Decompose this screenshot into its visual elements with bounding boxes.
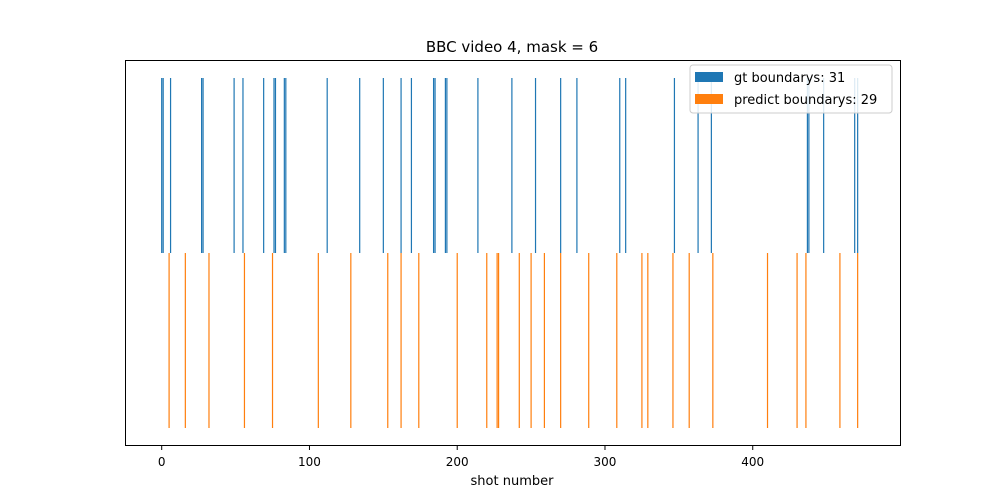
gt-boundary-bar-6 xyxy=(242,78,244,253)
predict-boundary-bar-7 xyxy=(387,253,389,428)
x-axis-label: shot number xyxy=(471,474,555,489)
legend-label-gt: gt boundarys: 31 xyxy=(734,71,845,86)
gt-boundary-bar-30 xyxy=(710,78,712,253)
gt-series-bars xyxy=(161,78,859,253)
predict-boundary-bar-24 xyxy=(712,253,714,428)
gt-boundary-bar-17 xyxy=(432,78,435,253)
x-tick-label-4: 400 xyxy=(741,455,764,469)
gt-boundary-bar-4 xyxy=(202,78,204,253)
gt-boundary-bar-16 xyxy=(410,78,413,253)
predict-boundary-bar-28 xyxy=(839,253,841,428)
predict-boundary-bar-6 xyxy=(350,253,352,428)
legend-label-predict: predict boundarys: 29 xyxy=(734,93,877,108)
x-axis-ticks: 0 100 200 300 400 xyxy=(158,445,764,469)
predict-boundary-bar-1 xyxy=(184,253,186,428)
predict-boundary-bar-0 xyxy=(168,253,170,428)
gt-boundary-bar-35 xyxy=(857,78,859,253)
predict-boundary-bar-9 xyxy=(418,253,420,428)
x-tick-label-2: 200 xyxy=(446,455,469,469)
chart-title: BBC video 4, mask = 6 xyxy=(426,38,598,56)
predict-boundary-bar-15 xyxy=(530,253,532,428)
predict-boundary-bar-23 xyxy=(688,253,690,428)
predict-boundary-bar-4 xyxy=(271,253,274,428)
gt-boundary-bar-27 xyxy=(625,78,627,253)
predict-boundary-bar-12 xyxy=(496,253,498,428)
plot-area-frame xyxy=(125,60,901,446)
predict-boundary-bar-18 xyxy=(588,253,590,428)
predict-boundary-bar-8 xyxy=(400,253,402,428)
predict-boundary-bar-2 xyxy=(208,253,210,428)
predict-boundary-bar-25 xyxy=(766,253,769,428)
gt-boundary-bar-15 xyxy=(400,78,402,253)
legend: gt boundarys: 31 predict boundarys: 29 xyxy=(689,64,893,114)
gt-boundary-bar-29 xyxy=(697,78,699,253)
gt-boundary-bar-19 xyxy=(444,78,446,253)
gt-boundary-bar-12 xyxy=(326,78,328,253)
gt-boundary-bar-31 xyxy=(806,78,809,253)
legend-swatch-gt xyxy=(695,72,723,82)
predict-boundary-bar-5 xyxy=(317,253,319,428)
predict-boundary-bar-14 xyxy=(518,253,520,428)
gt-boundary-bar-3 xyxy=(201,78,203,253)
predict-boundary-bar-16 xyxy=(543,253,545,428)
gt-boundary-bar-23 xyxy=(534,78,537,253)
legend-box xyxy=(689,64,893,114)
x-tick-label-0: 0 xyxy=(158,455,166,469)
predict-boundary-bar-29 xyxy=(857,253,859,428)
gt-boundary-bar-24 xyxy=(560,78,562,253)
gt-boundary-bar-34 xyxy=(854,78,856,253)
predict-boundary-bar-26 xyxy=(796,253,798,428)
predict-boundary-bar-13 xyxy=(497,253,500,428)
gt-boundary-bar-25 xyxy=(576,78,578,253)
predict-boundary-bar-11 xyxy=(486,253,488,428)
gt-boundary-bar-10 xyxy=(283,78,285,253)
gt-boundary-bar-28 xyxy=(673,78,676,253)
gt-boundary-bar-0 xyxy=(161,78,163,253)
gt-boundary-bar-8 xyxy=(273,78,275,253)
x-tick-label-3: 300 xyxy=(594,455,617,469)
gt-boundary-bar-18 xyxy=(434,78,436,253)
gt-boundary-bar-33 xyxy=(823,78,825,253)
predict-boundary-bar-21 xyxy=(647,253,649,428)
gt-boundary-bar-20 xyxy=(446,78,448,253)
predict-series-bars xyxy=(168,253,859,428)
gt-boundary-bar-32 xyxy=(808,78,810,253)
gt-boundary-bar-7 xyxy=(263,78,265,253)
predict-boundary-bar-17 xyxy=(560,253,562,428)
gt-boundary-bar-26 xyxy=(619,78,621,253)
predict-boundary-bar-19 xyxy=(616,253,618,428)
gt-boundary-bar-22 xyxy=(511,78,513,253)
predict-boundary-bar-3 xyxy=(243,253,246,428)
gt-boundary-bar-14 xyxy=(382,78,384,253)
predict-boundary-bar-22 xyxy=(672,253,674,428)
gt-boundary-bar-11 xyxy=(285,78,287,253)
gt-boundary-bar-5 xyxy=(233,78,235,253)
gt-boundary-bar-21 xyxy=(477,78,479,253)
gt-boundary-bar-2 xyxy=(169,78,172,253)
gt-boundary-bar-9 xyxy=(274,78,277,253)
predict-boundary-bar-20 xyxy=(641,253,643,428)
predict-boundary-bar-10 xyxy=(456,253,458,428)
gt-boundary-bar-13 xyxy=(359,78,361,253)
gt-boundary-bar-1 xyxy=(162,78,164,253)
legend-swatch-predict xyxy=(695,94,723,104)
x-tick-label-1: 100 xyxy=(298,455,321,469)
predict-boundary-bar-27 xyxy=(805,253,807,428)
